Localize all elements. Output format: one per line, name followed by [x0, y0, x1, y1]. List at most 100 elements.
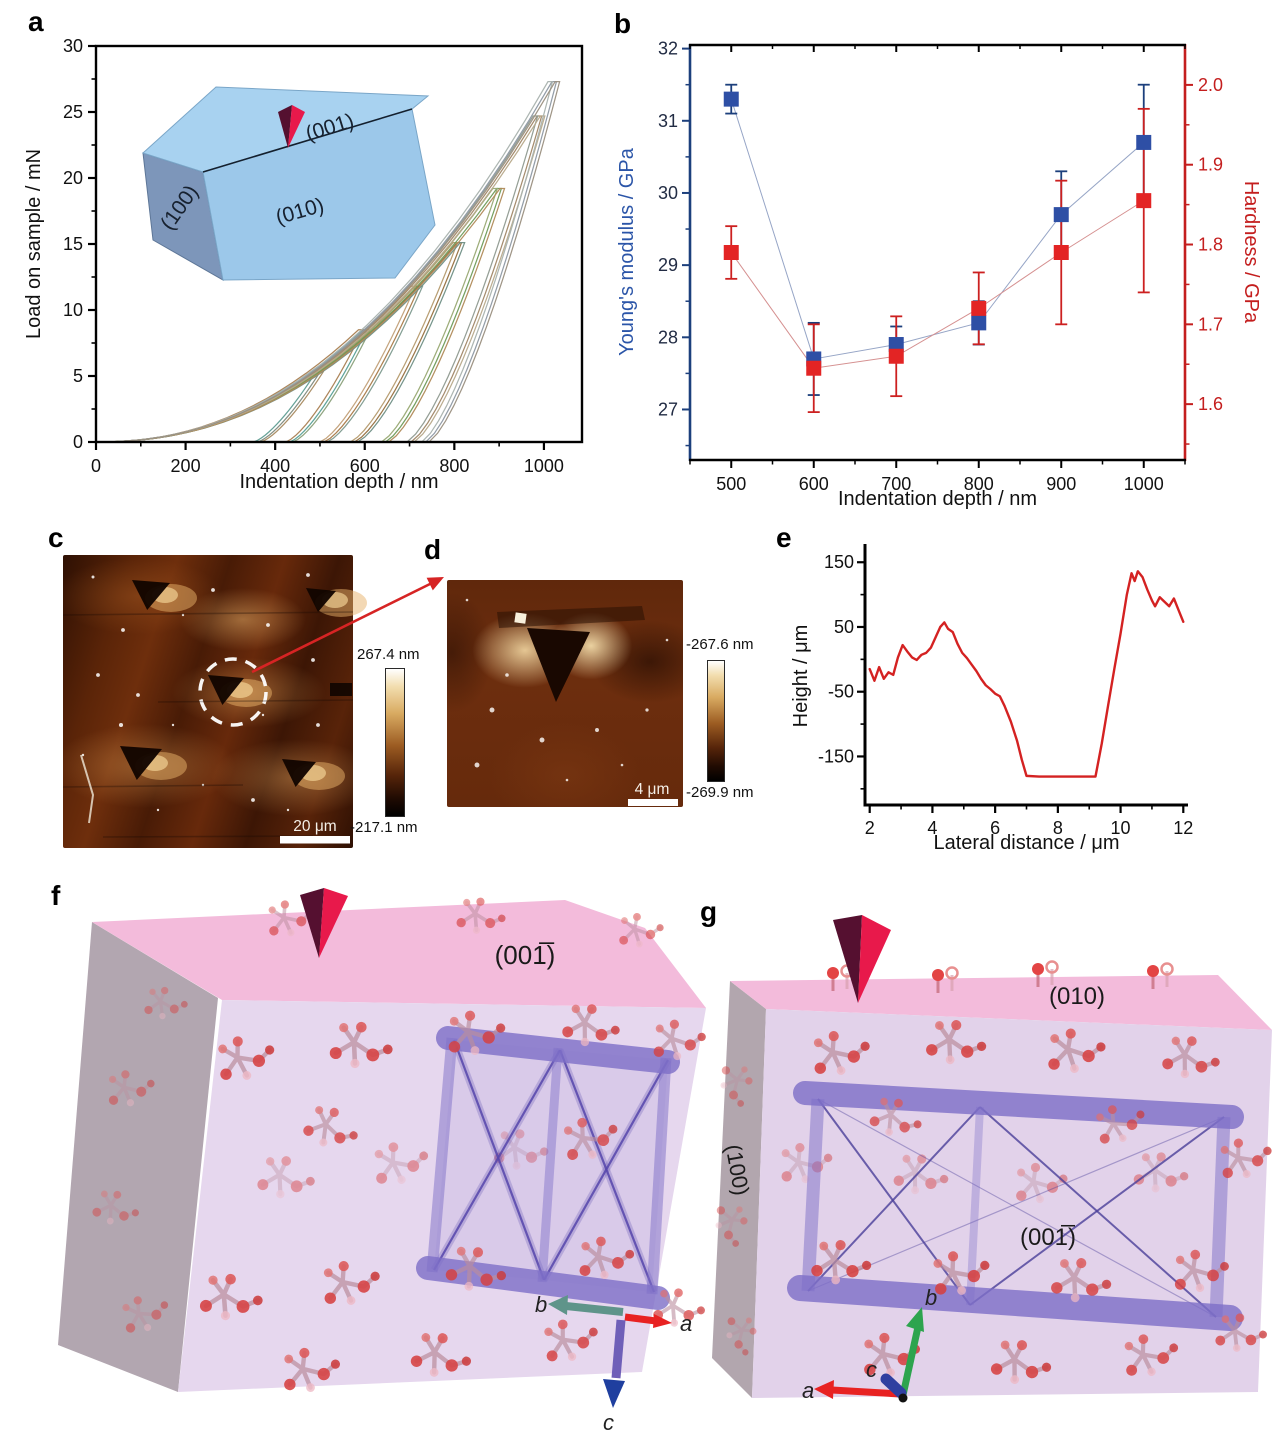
svg-text:12: 12 — [1173, 818, 1193, 838]
svg-text:700: 700 — [881, 474, 911, 494]
svg-text:50: 50 — [834, 617, 854, 637]
svg-text:20 μm: 20 μm — [293, 818, 336, 835]
youngs-modulus-point — [1053, 207, 1069, 223]
svg-text:31: 31 — [658, 111, 678, 131]
panel-a-letter: a — [28, 6, 44, 37]
svg-text:20: 20 — [63, 168, 83, 188]
load-unload-curve — [95, 285, 421, 443]
svg-text:29: 29 — [658, 255, 678, 275]
axis-b-label: b — [535, 1292, 547, 1317]
svg-text:600: 600 — [350, 456, 380, 476]
indenter-icon — [288, 105, 305, 148]
svg-text:15: 15 — [63, 234, 83, 254]
svg-text:2.0: 2.0 — [1198, 75, 1223, 95]
crystal-inset: (001) (010) (100) — [142, 86, 436, 281]
afm-image-overview: 20 μm — [62, 555, 367, 848]
block-top-face — [92, 900, 706, 1008]
panel-f-letter: f — [51, 880, 61, 911]
surface-label-001bar: (001̅) — [1020, 1224, 1076, 1251]
svg-text:400: 400 — [260, 456, 290, 476]
axis-gizmo-g: b a c — [802, 1285, 937, 1403]
hardness-point — [888, 348, 904, 364]
block-left-face — [58, 922, 218, 1392]
block-front-face — [752, 1009, 1272, 1398]
hardness-point — [723, 245, 739, 260]
height-profile-chart: -150 -50 50 150 2 4 6 8 10 12 Lateral distance / μ… — [790, 544, 1193, 854]
svg-text:Indentation depth / nm: Indentation depth / nm — [838, 488, 1037, 510]
load-unload-curve — [95, 285, 417, 443]
svg-text:-150: -150 — [818, 746, 854, 766]
colorbar-c-min: -217.1 nm — [350, 819, 418, 836]
svg-text:0: 0 — [91, 456, 101, 476]
svg-text:1.8: 1.8 — [1198, 235, 1223, 255]
panel-b-letter: b — [614, 8, 632, 39]
svg-text:Young's modulus / GPa: Young's modulus / GPa — [616, 147, 638, 356]
scale-bar — [628, 799, 678, 806]
indent-mark — [527, 628, 590, 702]
dashed-circle — [198, 657, 268, 727]
colorbar-d-min: -269.9 nm — [686, 784, 754, 801]
surface-label-010: (010) — [1049, 983, 1105, 1010]
svg-text:1.9: 1.9 — [1198, 155, 1223, 175]
svg-text:4 μm: 4 μm — [635, 781, 670, 798]
svg-text:800: 800 — [439, 456, 469, 476]
svg-text:4: 4 — [927, 818, 937, 838]
panel-e-letter: e — [776, 522, 792, 553]
svg-text:200: 200 — [171, 456, 201, 476]
svg-text:27: 27 — [658, 399, 678, 419]
axis-a-label: a — [680, 1311, 692, 1336]
svg-text:10: 10 — [1111, 818, 1131, 838]
load-unload-curve — [95, 329, 372, 443]
svg-text:32: 32 — [658, 39, 678, 59]
panel-d-letter: d — [424, 534, 442, 565]
height-profile-line — [868, 570, 1185, 778]
svg-text:1.6: 1.6 — [1198, 394, 1223, 414]
svg-text:900: 900 — [1046, 474, 1076, 494]
svg-text:Lateral distance / μm: Lateral distance / μm — [933, 832, 1119, 854]
svg-text:1.7: 1.7 — [1198, 314, 1223, 334]
hardness-point — [1053, 245, 1069, 260]
hardness-point — [971, 300, 987, 316]
svg-text:25: 25 — [63, 102, 83, 122]
svg-text:150: 150 — [824, 552, 854, 572]
modulus-hardness-chart: 27 28 29 30 31 32 1.6 1.7 1.8 1.9 2.0 500 600 700 800 9… — [616, 39, 1262, 510]
indenter-icon — [300, 888, 324, 958]
indent-mark — [120, 746, 162, 780]
panel-c-letter: c — [48, 522, 64, 553]
load-unload-curve — [95, 329, 369, 443]
truss-framework — [416, 1026, 680, 1310]
block-top-face — [730, 975, 1272, 1030]
load-unload-curve — [95, 81, 561, 443]
svg-text:800: 800 — [964, 474, 994, 494]
colorbar-c — [385, 668, 405, 817]
load-unload-curve — [95, 81, 554, 443]
indenter-icon — [858, 915, 891, 1003]
load-unload-curve — [95, 371, 318, 443]
indenter-icon — [278, 105, 292, 148]
load-unload-curve — [95, 187, 506, 443]
svg-text:Indentation depth / nm: Indentation depth / nm — [239, 471, 438, 493]
load-unload-curve — [95, 329, 364, 443]
crystal-structure-g: (010) (100) (001̅) b a c — [710, 915, 1279, 1403]
afm-image-indent-zoom: 4 μm — [447, 580, 683, 807]
svg-text:30: 30 — [63, 36, 83, 56]
zoom-arrow-head — [426, 577, 444, 591]
svg-text:1000: 1000 — [1124, 474, 1164, 494]
indent-mark — [132, 580, 170, 610]
svg-text:500: 500 — [716, 474, 746, 494]
svg-text:2: 2 — [865, 818, 875, 838]
svg-text:8: 8 — [1053, 818, 1063, 838]
svg-text:600: 600 — [799, 474, 829, 494]
hardness-point — [806, 360, 822, 376]
youngs-modulus-point — [971, 315, 987, 331]
colorbar-c-max: 267.4 nm — [357, 646, 420, 663]
svg-text:10: 10 — [63, 300, 83, 320]
youngs-modulus-point — [888, 337, 904, 353]
axis-c-label: c — [866, 1357, 877, 1382]
hardness-point — [1136, 193, 1152, 209]
axis-a-label: a — [802, 1378, 814, 1403]
indenter-icon — [833, 915, 862, 1003]
youngs-modulus-point — [1136, 134, 1152, 150]
load-unload-curve — [95, 371, 325, 443]
crystal-structure-f: (001̅) b a c — [58, 888, 710, 1435]
